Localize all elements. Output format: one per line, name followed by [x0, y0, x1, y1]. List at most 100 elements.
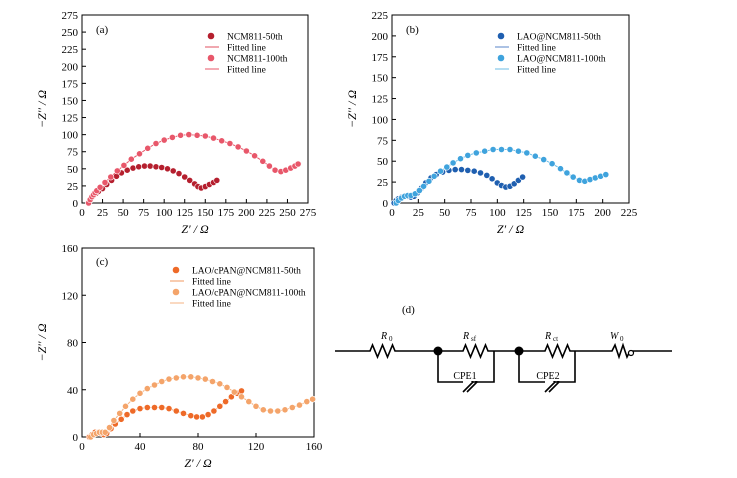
data-point-2: [230, 388, 238, 396]
legend-fit-label-1: Fitted line: [192, 278, 231, 288]
data-point-1: [180, 409, 187, 417]
x-tick-label: 120: [248, 441, 265, 453]
x-tick-label: 125: [515, 207, 532, 219]
x-tick-label: 175: [568, 207, 585, 219]
data-point-2: [201, 132, 209, 140]
circuit-element-rsf: R sf: [462, 331, 477, 343]
data-point-2: [144, 144, 152, 152]
x-tick-label: 200: [238, 207, 255, 219]
legend-fit-label-2: Fitted line: [192, 300, 231, 310]
y-tick-label: 125: [62, 113, 79, 125]
legend-label-1: LAO@NCM811-50th: [517, 33, 601, 43]
data-point-2: [194, 374, 202, 382]
x-tick-label: 0: [389, 207, 395, 219]
data-point-2: [523, 149, 531, 157]
data-point-1: [117, 415, 125, 423]
data-point-2: [498, 146, 505, 153]
y-tick-label: 175: [62, 78, 79, 90]
data-point-2: [168, 133, 176, 141]
circuit-wires: [335, 342, 672, 393]
y-tick-label: 75: [377, 135, 389, 147]
data-point-2: [271, 166, 279, 174]
legend-marker-1: [497, 32, 505, 40]
data-point-2: [116, 409, 124, 417]
data-point-1: [213, 176, 221, 184]
data-point-1: [519, 173, 526, 181]
data-point-2: [172, 374, 180, 382]
data-point-1: [198, 413, 206, 421]
data-point-2: [127, 155, 135, 163]
data-point-2: [187, 373, 195, 381]
data-point-2: [259, 157, 267, 165]
data-point-2: [309, 395, 316, 403]
data-point-2: [143, 385, 151, 392]
legend-label-2: LAO@NCM811-100th: [517, 55, 606, 65]
data-point-1: [175, 170, 183, 177]
data-point-1: [186, 176, 194, 184]
data-point-1: [464, 166, 472, 174]
data-point-1: [216, 402, 224, 410]
y-tick-label: 25: [67, 181, 79, 193]
data-point-2: [110, 417, 118, 424]
data-point-2: [136, 150, 143, 158]
data-point-2: [177, 131, 184, 139]
plot-frame: [81, 14, 309, 204]
data-point-2: [430, 172, 438, 180]
data-point-2: [449, 159, 457, 167]
data-point-1: [222, 398, 229, 405]
x-tick-label: 175: [218, 207, 235, 219]
y-axis-label: −Z′′ / Ω: [35, 323, 49, 361]
data-point-2: [238, 393, 245, 401]
data-point-2: [472, 149, 480, 157]
svg-text:W: W: [610, 331, 620, 342]
circuit-panel-label: (d): [402, 304, 415, 316]
y-tick-label: 200: [372, 31, 389, 43]
data-point-1: [470, 167, 478, 175]
legend-marker-1: [172, 266, 180, 274]
y-tick-label: 225: [372, 10, 389, 22]
plot-frame: [391, 14, 630, 204]
data-point-2: [120, 161, 128, 169]
data-point-1: [158, 404, 166, 411]
data-point-2: [252, 402, 260, 410]
data-point-2: [259, 406, 267, 414]
chart-panel-b: 0 25 50 75 100 125 150 175 200 225 0 25 50 75 100 125 15…: [345, 10, 638, 236]
data-point-2: [267, 407, 274, 415]
data-point-1: [152, 163, 160, 171]
data-point-2: [540, 156, 548, 163]
svg-text:sf: sf: [471, 335, 477, 343]
legend-fit-label-1: Fitted line: [517, 44, 556, 54]
data-point-2: [158, 378, 166, 385]
x-axis-label: Z′ / Ω: [497, 222, 525, 236]
legend-label-1: LAO/cPAN@NCM811-50th: [192, 267, 301, 277]
legend-label-2: NCM811-100th: [227, 55, 288, 65]
y-tick-label: 275: [62, 10, 79, 22]
data-point-1: [136, 405, 144, 412]
data-point-2: [136, 389, 144, 397]
data-point-2: [281, 406, 289, 414]
data-point-2: [242, 147, 250, 155]
x-tick-label: 25: [413, 207, 425, 219]
data-point-1: [135, 163, 143, 171]
data-point-2: [152, 140, 160, 147]
data-point-2: [274, 407, 282, 415]
data-point-2: [602, 171, 610, 178]
y-tick-label: 175: [372, 52, 389, 64]
data-point-2: [209, 378, 216, 385]
data-point-1: [141, 162, 148, 170]
circuit-element-r0: R 0: [380, 331, 393, 343]
data-point-2: [265, 162, 273, 170]
data-point-1: [210, 407, 218, 415]
data-point-2: [106, 424, 113, 431]
x-tick-label: 225: [621, 207, 638, 219]
y-tick-label: 40: [67, 385, 79, 397]
y-tick-label: 100: [372, 114, 389, 126]
x-tick-label: 160: [306, 441, 323, 453]
circuit-node-1: [433, 346, 443, 356]
x-tick-label: 75: [466, 207, 478, 219]
legend-marker-2: [207, 54, 215, 62]
data-point-1: [151, 404, 158, 411]
data-point-2: [303, 398, 311, 405]
y-tick-label: 125: [372, 94, 389, 106]
